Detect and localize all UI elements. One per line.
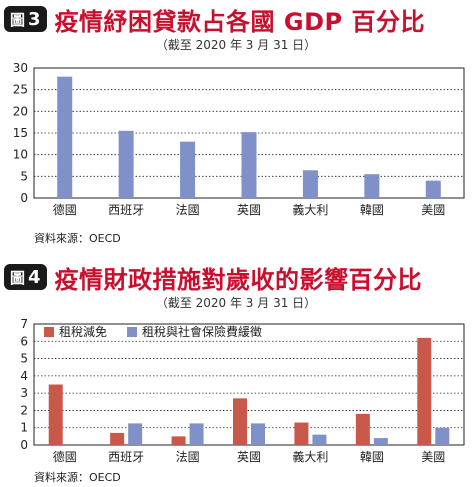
- figure-4-badge-number: 4: [28, 266, 41, 288]
- figure-3-y-tick-label: 5: [20, 169, 28, 183]
- figure-3-badge-number: 3: [28, 8, 41, 30]
- figure-4-badge-prefix: 圖: [10, 268, 26, 287]
- figure-3-y-tick-label: 30: [13, 61, 28, 75]
- figure-4-bar: [373, 438, 388, 445]
- figure-4-x-tick-label: 韓國: [360, 450, 384, 464]
- figure-4-y-tick-label: 5: [20, 352, 28, 366]
- figure-3-y-tick-label: 15: [13, 126, 28, 140]
- figure-4-header: 圖 4 疫情財政措施對歲收的影響百分比: [4, 262, 423, 294]
- figure-4-x-tick-label: 法國: [176, 450, 200, 464]
- figure-3-x-tick-label: 美國: [421, 203, 445, 217]
- figure-4: 圖 4 疫情財政措施對歲收的影響百分比 （截至 2020 年 3 月 31 日）…: [0, 258, 472, 487]
- figure-3-bar: [302, 170, 318, 198]
- figure-4-title: 疫情財政措施對歲收的影響百分比: [54, 265, 423, 294]
- figure-3-badge: 圖 3: [4, 6, 47, 32]
- figure-4-legend-swatch: [44, 327, 54, 337]
- figure-3-y-tick-label: 25: [13, 83, 28, 97]
- figure-3-y-tick-label: 20: [13, 104, 28, 118]
- figure-3-x-tick-label: 德國: [53, 202, 77, 217]
- figure-3: 圖 3 疫情紓困貸款占各國 GDP 百分比 （截至 2020 年 3 月 31 …: [4, 4, 465, 245]
- figure-4-legend-label: 租稅減免: [59, 324, 107, 339]
- figure-4-y-tick-label: 2: [20, 403, 28, 417]
- figure-4-y-tick-label: 1: [20, 421, 28, 435]
- figure-4-bar: [251, 423, 265, 445]
- figure-4-x-tick-label: 英國: [237, 450, 261, 464]
- figure-3-bar: [57, 76, 73, 198]
- figure-4-x-tick-label: 德國: [53, 449, 77, 464]
- figure-3-header: 圖 3 疫情紓困貸款占各國 GDP 百分比: [4, 4, 425, 36]
- figure-4-source: 資料來源：OECD: [34, 471, 121, 484]
- figure-4-bar: [435, 427, 450, 445]
- figure-4-bar: [233, 398, 247, 445]
- figure-4-x-tick-label: 西班牙: [108, 450, 144, 464]
- figure-4-plot-frame: [33, 323, 465, 446]
- figure-4-bar: [128, 423, 143, 445]
- figure-4-bar: [312, 434, 327, 445]
- figure-3-x-tick-label: 韓國: [360, 203, 384, 217]
- figure-3-x-tick-label: 義大利: [292, 202, 328, 217]
- figure-4-x-tick-label: 美國: [421, 450, 445, 464]
- figure-4-y-tick-label: 7: [20, 317, 28, 331]
- figure-3-bar: [241, 132, 257, 198]
- figure-3-source: 資料來源：OECD: [34, 232, 121, 245]
- figure-4-bar: [189, 423, 204, 445]
- figure-4-legend-swatch: [127, 327, 138, 337]
- figure-4-bar: [355, 413, 370, 445]
- figure-3-y-tick-label: 10: [13, 148, 28, 162]
- figure-3-bar: [180, 141, 196, 198]
- figure-4-bar: [294, 422, 309, 445]
- figure-3-y-tick-label: 0: [20, 191, 28, 205]
- figure-3-x-tick-label: 英國: [237, 203, 261, 217]
- figure-3-title: 疫情紓困貸款占各國 GDP 百分比: [54, 7, 425, 36]
- figure-3-subtitle: （截至 2020 年 3 月 31 日）: [155, 38, 317, 52]
- figure-4-badge: 圖 4: [4, 264, 47, 290]
- figure-3-x-tick-label: 法國: [176, 203, 200, 217]
- figure-3-bar: [118, 130, 134, 198]
- figure-4-bar: [110, 432, 125, 445]
- figure-4-bar: [171, 436, 186, 445]
- figure-4-chart: 0 1 2 3 4 5 6 7 德國 西班牙 法國 英國 義大利 韓國 美國 租稅減免 租稅與社會保險費緩徵: [20, 317, 465, 464]
- figure-4-y-tick-label: 0: [20, 438, 28, 452]
- figure-4-y-tick-label: 4: [20, 369, 28, 383]
- figure-4-bar: [48, 384, 63, 445]
- figure-4-legend-label: 租稅與社會保險費緩徵: [142, 324, 262, 339]
- figure-4-y-tick-label: 6: [20, 334, 28, 348]
- figure-3-bar: [425, 180, 441, 198]
- figure-3-bar: [364, 174, 380, 198]
- figure-4-bar: [417, 337, 432, 445]
- figure-4-y-tick-label: 3: [20, 386, 28, 400]
- figure-3-x-tick-label: 西班牙: [108, 203, 144, 217]
- figure-4-x-tick-label: 義大利: [292, 449, 328, 464]
- figure-4-subtitle: （截至 2020 年 3 月 31 日）: [155, 296, 317, 310]
- figure-3-badge-prefix: 圖: [10, 10, 26, 29]
- figure-3-chart: 0 5 10 15 20 25 30 德國 西班牙 法國 英國 義大利 韓國 美國: [13, 61, 465, 217]
